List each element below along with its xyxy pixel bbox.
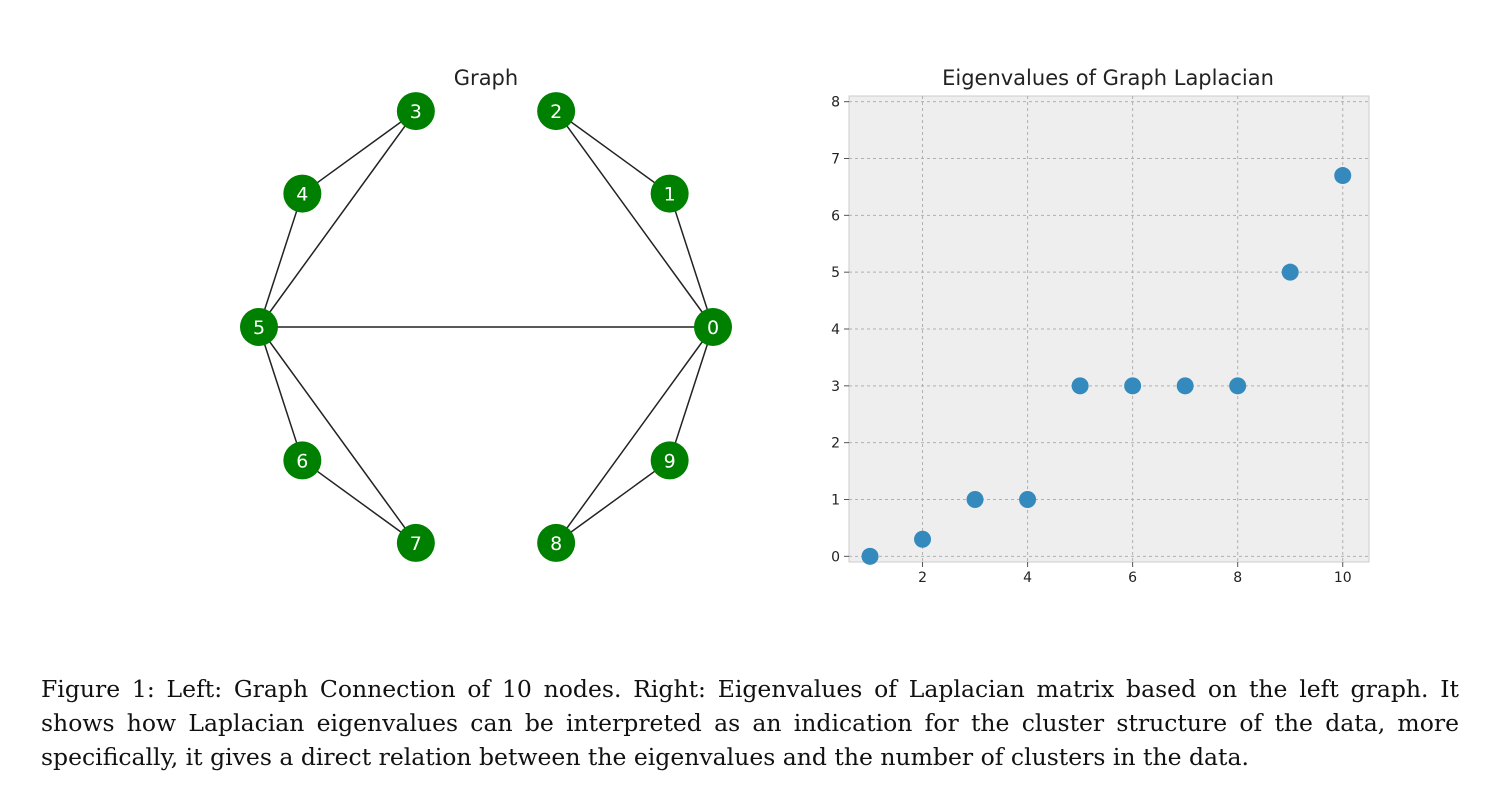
graph-edge-5-7 <box>258 326 417 544</box>
graph-node-label-7: 7 <box>410 533 422 555</box>
axis-ticks: 2 4 6 8 10 0 1 2 3 4 5 6 7 8 <box>831 95 1352 586</box>
y-tick-label: 5 <box>831 265 840 281</box>
graph-nodes: 0 1 2 3 4 5 6 7 8 9 <box>240 92 732 562</box>
data-point-1 <box>861 547 879 565</box>
y-tick-label: 3 <box>831 379 840 395</box>
data-point-2 <box>914 530 932 548</box>
graph-node-8 <box>537 523 576 562</box>
graph-edge-1-2 <box>555 110 671 195</box>
graph-node-4 <box>283 174 322 213</box>
chart-title: Eigenvalues of Graph Laplacian <box>942 66 1274 90</box>
graph-edge-0-9 <box>668 326 714 461</box>
data-point-5 <box>1071 377 1089 395</box>
graph-title: Graph <box>454 66 518 90</box>
data-point-9 <box>1281 263 1299 281</box>
figure: Graph 0 1 2 3 4 5 6 7 8 9 Eigenvalues of Graph La… <box>240 66 1370 586</box>
x-tick-label: 8 <box>1233 570 1242 586</box>
x-tick-label: 4 <box>1023 570 1032 586</box>
graph-node-label-4: 4 <box>296 184 308 206</box>
graph-node-label-9: 9 <box>664 450 676 472</box>
graph-node-label-0: 0 <box>707 317 719 339</box>
graph-node-7 <box>396 523 435 562</box>
x-tick-label: 10 <box>1334 570 1352 586</box>
graph-edge-6-7 <box>301 459 417 544</box>
data-point-6 <box>1124 377 1142 395</box>
data-point-3 <box>966 490 984 508</box>
y-tick-label: 4 <box>831 322 840 338</box>
eigenvalue-chart: Eigenvalues of Graph Laplacian 2 4 6 8 10012… <box>831 66 1370 586</box>
graph-node-0 <box>694 308 732 346</box>
graph-node-label-6: 6 <box>296 450 308 472</box>
graph-node-label-5: 5 <box>253 317 265 339</box>
eigenvalue-points <box>861 167 1352 565</box>
graph-node-label-8: 8 <box>550 533 562 555</box>
data-point-4 <box>1019 490 1037 508</box>
graph-edge-8-9 <box>555 459 671 544</box>
y-tick-label: 7 <box>831 152 840 168</box>
graph-edge-0-2 <box>555 110 714 328</box>
graph-edge-5-6 <box>258 326 304 461</box>
graph-edge-0-1 <box>668 193 714 328</box>
figure-caption: Figure 1: Left: Graph Connection of 10 n… <box>41 675 1459 771</box>
data-point-7 <box>1176 377 1194 395</box>
graph-node-3 <box>396 92 435 131</box>
graph-node-9 <box>650 441 689 480</box>
graph-node-label-2: 2 <box>550 101 562 123</box>
y-tick-label: 8 <box>831 95 840 111</box>
graph-node-label-3: 3 <box>410 101 422 123</box>
graph-node-label-1: 1 <box>664 184 676 206</box>
graph-edge-4-5 <box>258 193 304 328</box>
graph-node-1 <box>650 174 689 213</box>
data-point-10 <box>1334 167 1352 185</box>
y-tick-label: 6 <box>831 208 840 224</box>
graph-node-6 <box>283 441 322 480</box>
x-tick-label: 6 <box>1128 570 1137 586</box>
x-tick-label: 2 <box>918 570 927 586</box>
graph-panel: Graph 0 1 2 3 4 5 6 7 8 9 <box>240 66 732 562</box>
graph-edge-0-8 <box>555 326 714 544</box>
graph-edges <box>258 110 714 544</box>
data-point-8 <box>1229 377 1247 395</box>
graph-edge-3-4 <box>301 110 417 195</box>
graph-node-5 <box>240 308 278 346</box>
y-tick-label: 2 <box>831 436 840 452</box>
y-tick-label: 0 <box>831 549 840 565</box>
graph-node-2 <box>537 92 576 131</box>
graph-edge-3-5 <box>258 110 417 328</box>
y-tick-label: 1 <box>831 492 840 508</box>
grid-lines <box>849 96 1369 562</box>
